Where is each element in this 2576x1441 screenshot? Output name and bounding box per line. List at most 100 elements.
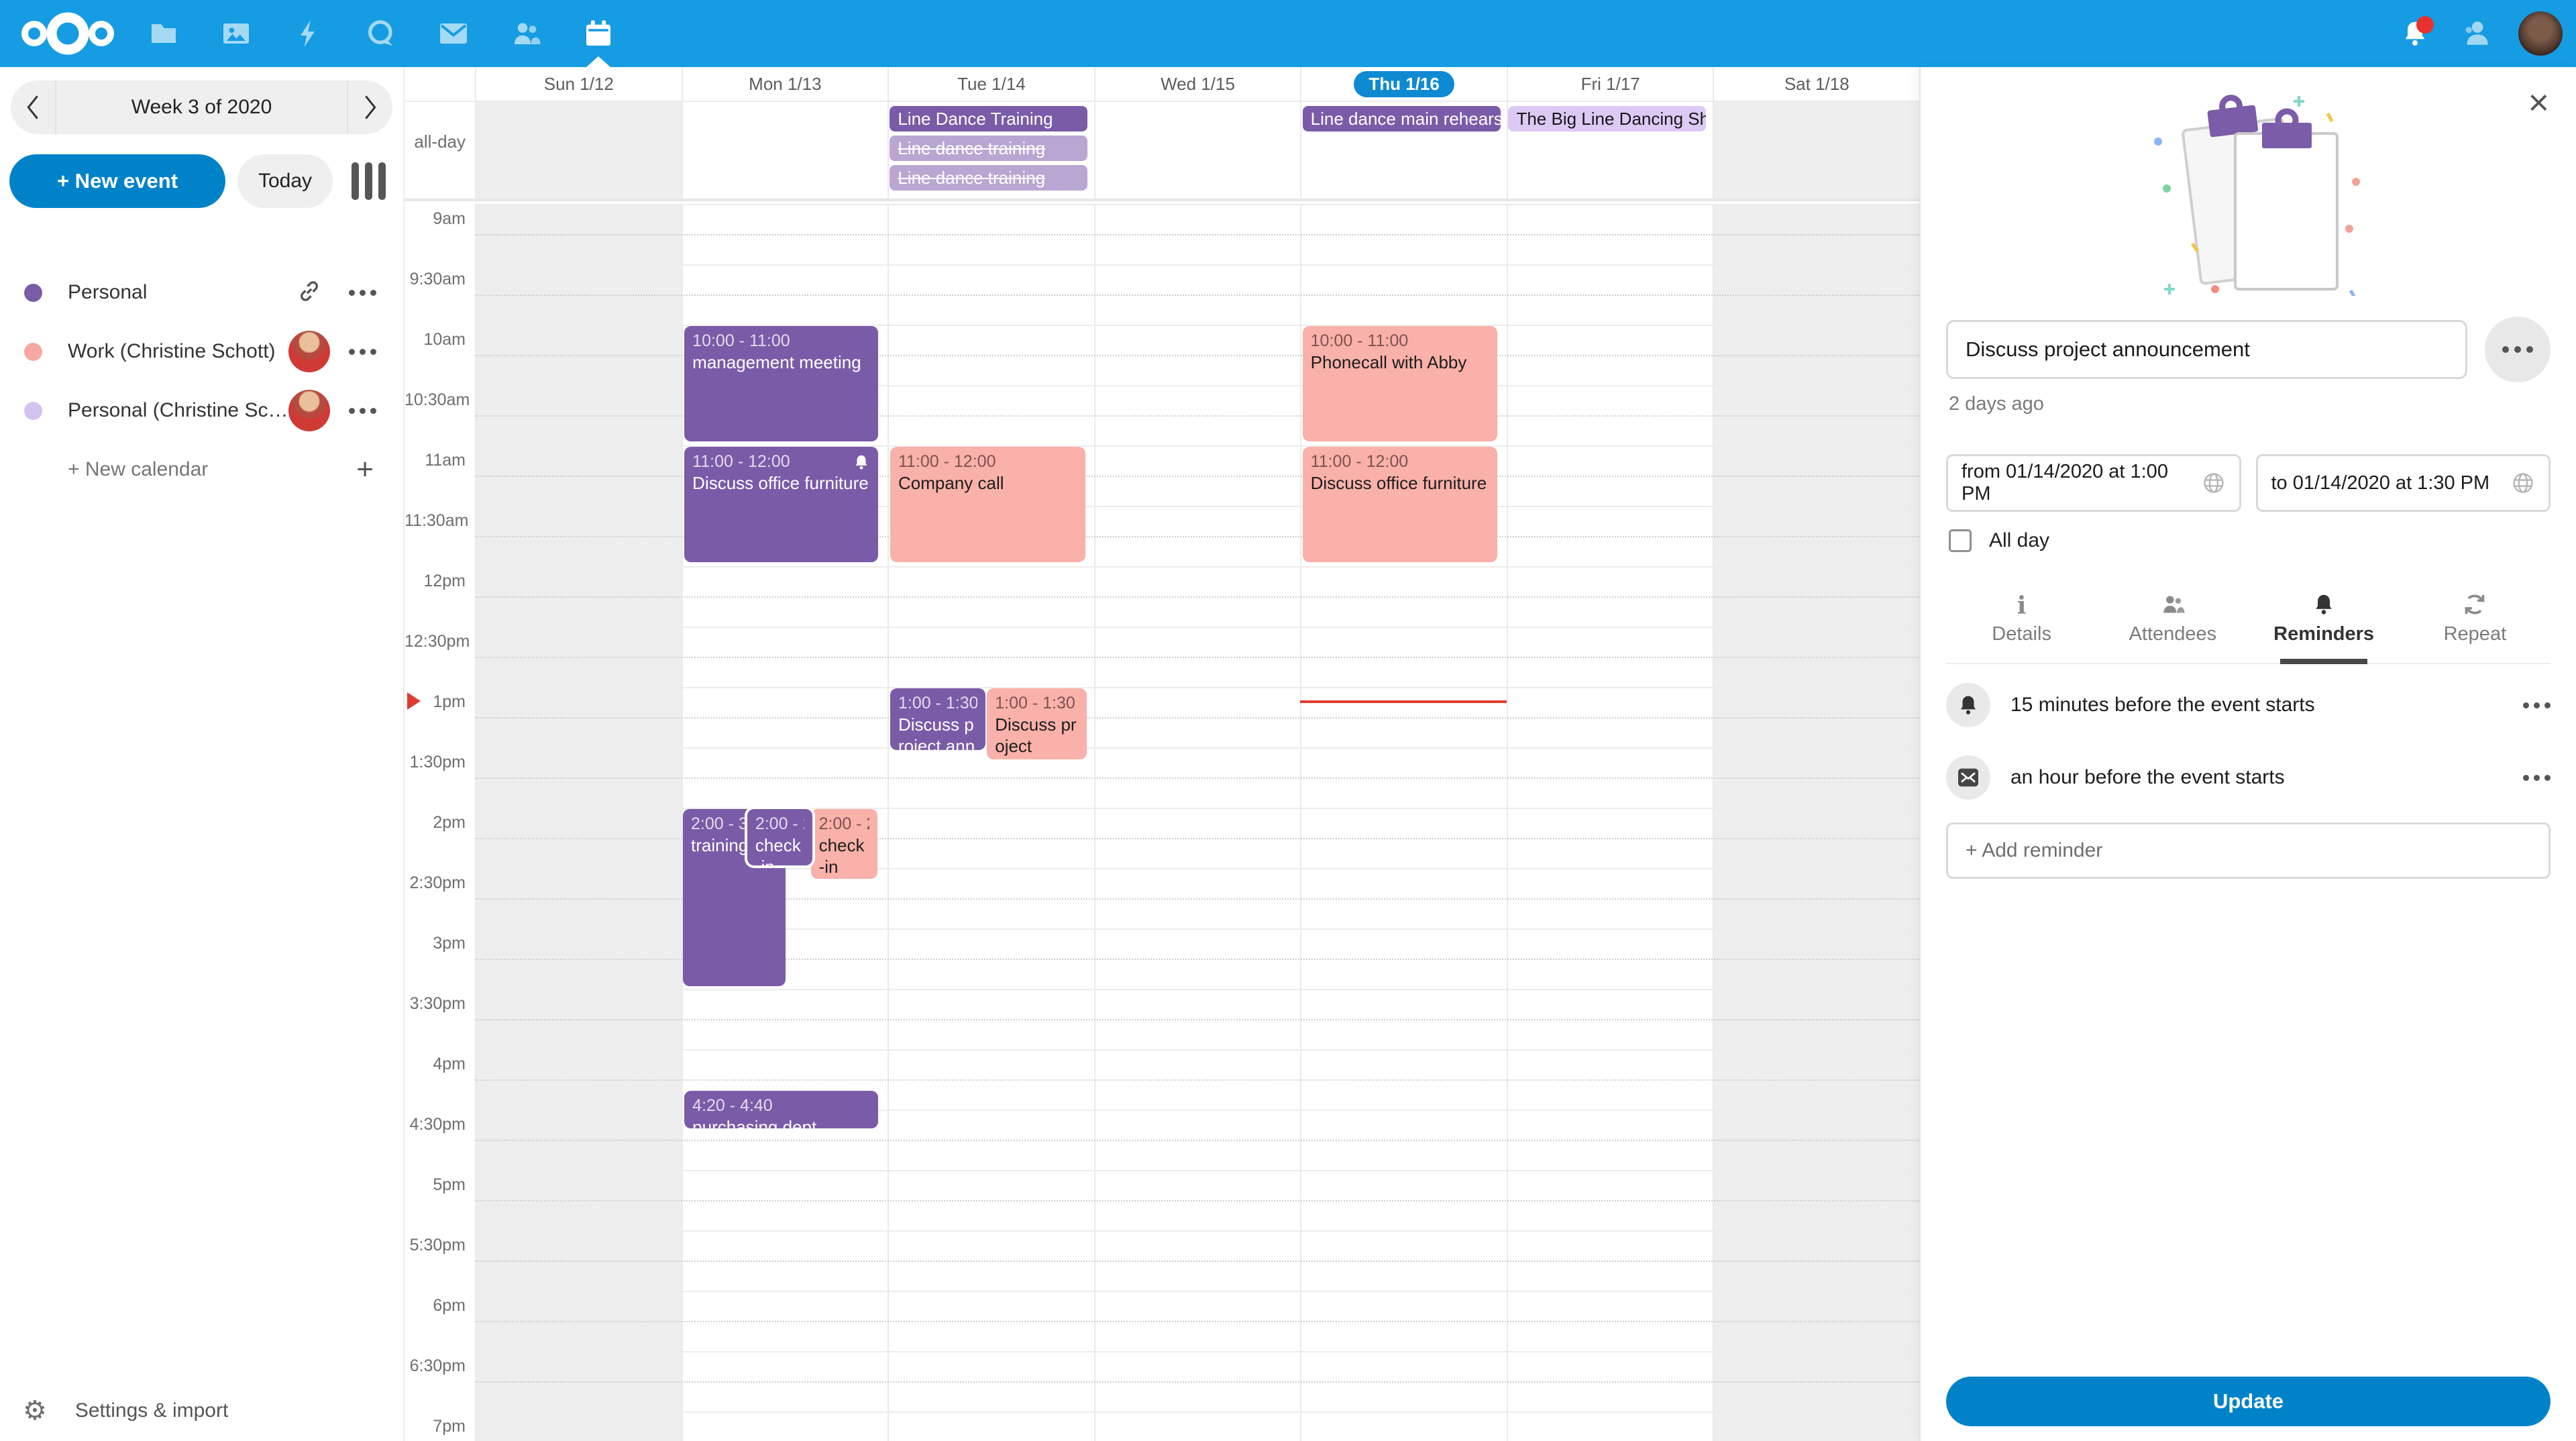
- calendar-event[interactable]: 10:00 - 11:00 Phonecall with Abby: [1302, 326, 1498, 441]
- calendar-event[interactable]: 4:20 - 4:40 purchasing dept: [684, 1091, 878, 1128]
- new-event-button[interactable]: + New event: [9, 154, 225, 208]
- time-label: 6pm: [433, 1296, 466, 1315]
- info-icon: i: [2017, 592, 2027, 620]
- calendar-event[interactable]: 11:00 - 12:00 Discuss office furniture: [1302, 447, 1498, 562]
- time-label: 5pm: [433, 1175, 466, 1194]
- calendar-list-item[interactable]: Work (Christine Schott): [0, 322, 403, 381]
- day-header[interactable]: Sun 1/12: [475, 67, 682, 101]
- time-label: 6:30pm: [409, 1356, 466, 1375]
- all-day-event[interactable]: Line dance training: [890, 136, 1088, 161]
- time-label: 4pm: [433, 1055, 466, 1073]
- tab-details[interactable]: i Details: [1946, 582, 2097, 663]
- calendar-name: Personal (Christine Scho…): [68, 399, 288, 421]
- tab-repeat[interactable]: Repeat: [2400, 582, 2551, 663]
- event-editor-panel: ×: [1919, 67, 2576, 1441]
- calendar-owner-avatar: [288, 331, 330, 372]
- share-link-icon[interactable]: [297, 278, 322, 307]
- calendar-more-icon[interactable]: [349, 348, 376, 355]
- reminder-more-icon[interactable]: [2523, 702, 2551, 708]
- time-label: 9am: [433, 209, 466, 228]
- event-title: Discuss office furniture: [1310, 473, 1487, 493]
- event-actions-menu-icon[interactable]: [2485, 317, 2551, 382]
- event-title: Discuss project: [995, 714, 1077, 756]
- notifications-bell-icon[interactable]: [2396, 15, 2434, 52]
- calendar-event[interactable]: 2:00 - 2:30 check-in: [747, 809, 812, 865]
- all-day-toggle[interactable]: All day: [1949, 529, 2551, 552]
- user-avatar[interactable]: [2518, 11, 2563, 56]
- week-view: Sun 1/12 Mon 1/13 Tue 1/14 Wed 1/15 Thu 1/16…: [405, 67, 1919, 1441]
- day-header[interactable]: Wed 1/15: [1093, 67, 1301, 101]
- event-time: 10:00 - 11:00: [692, 331, 790, 350]
- nextcloud-logo[interactable]: [17, 10, 118, 57]
- calendar-more-icon[interactable]: [349, 289, 376, 296]
- all-day-label: all-day: [414, 131, 466, 152]
- photos-app-icon[interactable]: [200, 0, 272, 67]
- all-day-event[interactable]: Line Dance Training: [890, 106, 1088, 131]
- event-time: 2:00 - 2:30: [818, 814, 869, 833]
- all-day-checkbox[interactable]: [1949, 529, 1972, 552]
- time-label: 10am: [423, 330, 466, 349]
- calendar-more-icon[interactable]: [349, 407, 376, 414]
- contacts-app-icon[interactable]: [490, 0, 562, 67]
- time-label: 11:30am: [405, 511, 469, 530]
- calendar-event[interactable]: 1:00 - 1:30 Discuss project announcement: [890, 688, 986, 750]
- calendar-app-icon[interactable]: [562, 0, 635, 67]
- editor-tabs: i Details Attendees Reminders Repeat: [1946, 582, 2551, 664]
- next-week-button[interactable]: [348, 81, 392, 134]
- repeat-icon: [2400, 586, 2551, 618]
- previous-week-button[interactable]: [11, 81, 55, 134]
- calendar-event[interactable]: 10:00 - 11:00 management meeting: [684, 326, 878, 441]
- event-end-input[interactable]: to 01/14/2020 at 1:30 PM: [2255, 454, 2551, 512]
- gear-icon: ⚙: [23, 1396, 47, 1426]
- new-calendar-button[interactable]: + New calendar +: [68, 453, 374, 486]
- all-day-event[interactable]: The Big Line Dancing Show: [1508, 106, 1707, 131]
- add-reminder-button[interactable]: + Add reminder: [1946, 822, 2551, 879]
- event-title: check-in: [818, 835, 865, 877]
- notification-dot: [2416, 16, 2434, 34]
- all-day-event[interactable]: Line dance training: [890, 165, 1088, 191]
- day-header[interactable]: Tue 1/14: [888, 67, 1094, 101]
- calendar-event[interactable]: 1:00 - 1:30 Discuss project: [987, 688, 1087, 759]
- view-toggle-icon[interactable]: [352, 162, 386, 200]
- day-header[interactable]: Mon 1/13: [681, 67, 888, 101]
- event-title: management meeting: [692, 352, 861, 372]
- time-label: 11am: [425, 451, 466, 470]
- week-label[interactable]: Week 3 of 2020: [55, 81, 348, 134]
- day-header[interactable]: Sat 1/18: [1713, 67, 1919, 101]
- event-title: Company call: [898, 473, 1004, 493]
- today-button[interactable]: Today: [237, 154, 333, 208]
- contacts-menu-icon[interactable]: [2459, 15, 2493, 52]
- event-title: Phonecall with Abby: [1310, 352, 1467, 372]
- event-title-input[interactable]: [1946, 320, 2467, 379]
- time-label: 12:30pm: [405, 632, 470, 651]
- mail-app-icon[interactable]: [417, 0, 490, 67]
- activity-app-icon[interactable]: [272, 0, 345, 67]
- current-time-marker-icon: [407, 692, 421, 710]
- day-header[interactable]: Thu 1/16: [1300, 67, 1507, 101]
- day-header[interactable]: Fri 1/17: [1506, 67, 1713, 101]
- attendees-icon: [2097, 586, 2248, 618]
- talk-app-icon[interactable]: [345, 0, 417, 67]
- calendar-event[interactable]: 11:00 - 12:00 Company call: [890, 447, 1085, 562]
- tab-attendees[interactable]: Attendees: [2097, 582, 2248, 663]
- calendar-list-item[interactable]: Personal (Christine Scho…): [0, 381, 403, 440]
- event-time: 4:20 - 4:40: [692, 1096, 773, 1115]
- event-time: 11:00 - 12:00: [1310, 452, 1409, 471]
- tasks-illustration: [1946, 85, 2551, 299]
- calendar-list-item[interactable]: Personal: [0, 263, 403, 322]
- reminder-more-icon[interactable]: [2523, 774, 2551, 781]
- calendar-event[interactable]: 11:00 - 12:00 Discuss office furniture: [684, 447, 878, 562]
- timezone-globe-icon[interactable]: [2511, 471, 2535, 495]
- tab-reminders[interactable]: Reminders: [2249, 582, 2400, 664]
- update-button[interactable]: Update: [1946, 1377, 2551, 1426]
- event-start-input[interactable]: from 01/14/2020 at 1:00 PM: [1946, 454, 2241, 512]
- timezone-globe-icon[interactable]: [2202, 471, 2226, 495]
- all-day-row: all-day Line Dance Training Line dance tr…: [405, 101, 1919, 201]
- close-icon[interactable]: ×: [2528, 83, 2549, 123]
- event-time: 10:00 - 11:00: [1310, 331, 1409, 350]
- calendar-event[interactable]: 2:00 - 2:30 check-in: [810, 809, 877, 879]
- time-label: 7pm: [433, 1417, 466, 1436]
- settings-import-button[interactable]: ⚙ Settings & import: [23, 1396, 229, 1426]
- files-app-icon[interactable]: [127, 0, 200, 67]
- all-day-event[interactable]: Line dance main rehearsal: [1302, 106, 1501, 131]
